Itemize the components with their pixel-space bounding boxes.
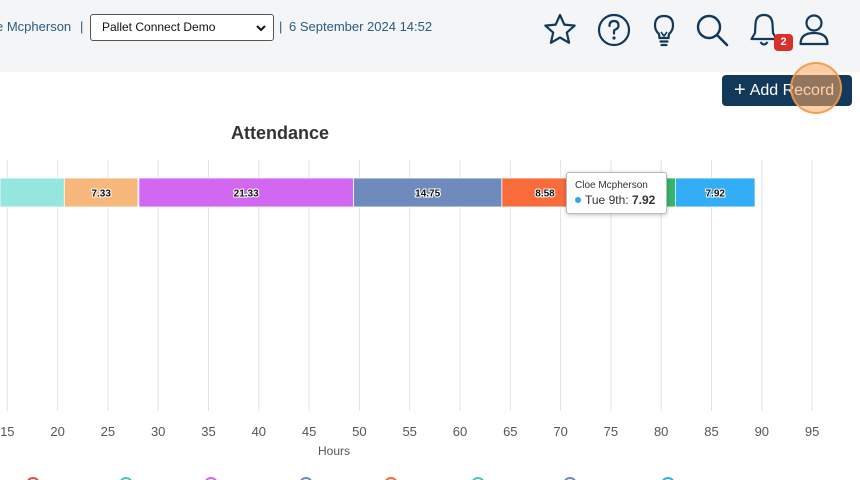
x-tick-label: 45 [302, 424, 316, 439]
legend-marker [385, 477, 397, 480]
data-label: 21.33 [234, 189, 259, 200]
x-tick-label: 65 [503, 424, 517, 439]
top-bar: e Mcpherson | Pallet Connect Demo | 6 Se… [0, 0, 860, 72]
x-tick-label: 75 [604, 424, 618, 439]
legend-marker [300, 477, 312, 480]
legend-marker [472, 477, 484, 480]
company-select-value: Pallet Connect Demo [102, 20, 216, 34]
chart-title: Attendance [230, 123, 329, 143]
separator: | [279, 19, 283, 34]
x-tick-label: 30 [151, 424, 165, 439]
x-axis-title: Hours [318, 444, 350, 458]
user-name[interactable]: e Mcpherson [0, 19, 72, 34]
x-tick-label: 35 [201, 424, 215, 439]
datetime: 6 September 2024 14:52 [289, 19, 433, 34]
tooltip-label: Tue 9th: [585, 193, 629, 207]
x-tick-label: 40 [252, 424, 266, 439]
data-label: 8.58 [535, 189, 555, 200]
data-label: 14.75 [415, 189, 440, 200]
x-tick-label: 95 [805, 424, 819, 439]
chevron-down-icon [256, 25, 266, 32]
legend-marker [564, 477, 576, 480]
legend-marker [120, 477, 132, 480]
chart-tooltip: Cloe Mcpherson Tue 9th: 7.92 [566, 172, 667, 214]
star-icon[interactable] [540, 10, 580, 50]
legend-marker [662, 477, 674, 480]
series-dot [575, 197, 581, 203]
x-tick-label: 20 [50, 424, 64, 439]
notification-badge: 2 [774, 34, 793, 51]
data-label: 7.33 [91, 189, 111, 200]
plus-icon: + [734, 79, 746, 101]
x-tick-label: 60 [453, 424, 467, 439]
tooltip-value: 7.92 [631, 193, 656, 207]
separator: | [80, 19, 84, 34]
legend-marker [205, 477, 217, 480]
legend-marker [27, 477, 39, 480]
x-tick-label: 55 [402, 424, 416, 439]
search-icon[interactable] [692, 10, 732, 50]
attendance-chart: 15 20 25 30 35 40 45 50 55 60 65 70 75 80 85 90 95 Hours 7… [0, 160, 819, 480]
user-profile-icon[interactable] [794, 10, 834, 50]
data-label: 7.92 [705, 189, 725, 200]
lightbulb-icon[interactable] [644, 10, 684, 50]
x-tick-label: 80 [654, 424, 668, 439]
x-tick-label: 90 [755, 424, 769, 439]
click-indicator [790, 62, 842, 114]
bar-segment [674, 177, 756, 208]
x-tick-label: 70 [553, 424, 567, 439]
help-icon[interactable] [594, 10, 634, 50]
bell-icon[interactable] [744, 10, 784, 50]
tooltip-series: Cloe Mcpherson [575, 180, 648, 191]
company-select[interactable]: Pallet Connect Demo [90, 14, 274, 41]
bar-segment [138, 177, 354, 208]
bar-segment [0, 177, 65, 208]
x-tick-label: 25 [101, 424, 115, 439]
x-tick-label: 15 [0, 424, 14, 439]
bar-segment [353, 177, 503, 208]
x-tick-label: 50 [352, 424, 366, 439]
x-tick-label: 85 [704, 424, 718, 439]
